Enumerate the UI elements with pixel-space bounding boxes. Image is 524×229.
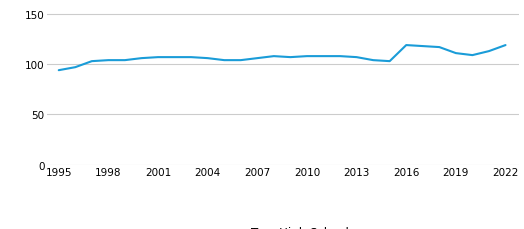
Legend: Troy High School: Troy High School <box>213 221 353 229</box>
